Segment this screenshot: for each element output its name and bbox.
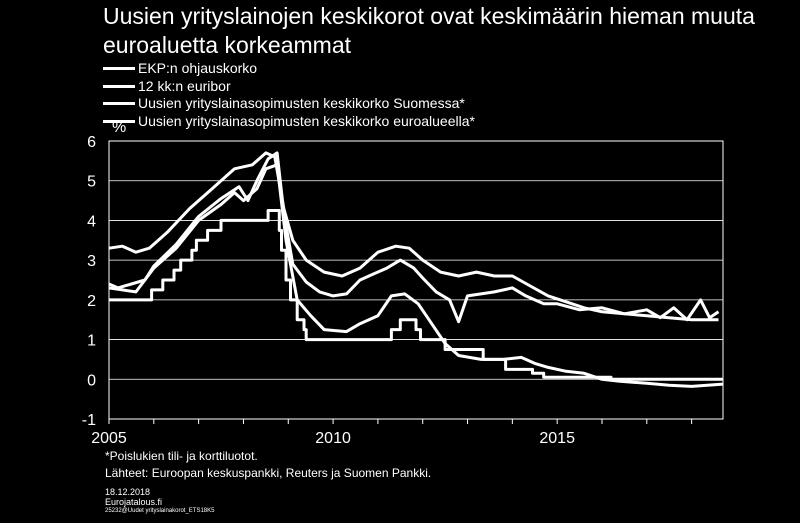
series-line-1 [109, 209, 723, 381]
grid [109, 180, 723, 380]
x-tick-labels: 2005 2010 2015 [91, 419, 693, 447]
y-tick-label: 5 [87, 174, 96, 191]
chart-title: Uusien yrityslainojen keskikorot ovat ke… [103, 3, 755, 58]
series-line-4 [108, 151, 719, 322]
y-tick-labels: 6 5 4 3 2 1 0 -1 [82, 134, 96, 429]
y-tick-label: 0 [87, 372, 96, 389]
footnote-sources: Lähteet: Euroopan keskuspankki, Reuters … [105, 466, 432, 480]
series-lines [108, 151, 724, 388]
y-tick-label: 2 [87, 293, 96, 310]
publish-date: 18.12.2018 [105, 487, 151, 497]
legend-label: Uusien yrityslainasopimusten keskikorko … [138, 112, 475, 129]
y-tick-label: 4 [87, 213, 96, 230]
plot-frame [108, 140, 724, 420]
y-tick-label: 3 [87, 253, 96, 270]
y-tick-label: -1 [82, 412, 96, 429]
y-axis-unit: % [112, 119, 127, 136]
legend-swatch [103, 102, 135, 106]
site-name: Eurojatalous.fi [105, 497, 163, 507]
legend-label: EKP:n ohjauskorko [138, 60, 258, 76]
legend: EKP:n ohjauskorko 12 kk:n euribor Uusien… [103, 60, 475, 130]
legend-item: Uusien yrityslainasopimusten keskikorko … [103, 113, 475, 131]
footnote-note: *Poislukien tili- ja korttiluotot. [105, 449, 258, 463]
x-tick-label: 2010 [315, 430, 351, 447]
legend-swatch [103, 84, 135, 88]
legend-swatch [103, 119, 135, 123]
meta-info: 18.12.2018 Eurojatalous.fi 25232@Uudet y… [105, 487, 215, 516]
legend-item: Uusien yrityslainasopimusten keskikorko … [103, 95, 475, 113]
legend-label: Uusien yrityslainasopimusten keskikorko … [138, 95, 465, 111]
x-tick-label: 2015 [539, 430, 575, 447]
legend-item: EKP:n ohjauskorko [103, 60, 475, 78]
x-tick-label: 2005 [91, 430, 127, 447]
footnote: *Poislukien tili- ja korttiluotot. Lähte… [105, 448, 431, 482]
y-tick-label: 1 [87, 333, 96, 350]
legend-item: 12 kk:n euribor [103, 78, 475, 96]
y-tick-label: 6 [87, 134, 96, 151]
series-line-2 [108, 163, 724, 388]
legend-label: 12 kk:n euribor [138, 77, 231, 94]
legend-swatch [103, 67, 135, 71]
chart-code: 25232@Uudet yrityslainakorot_ETS18K5 [105, 508, 215, 514]
series-line-3 [108, 151, 720, 324]
